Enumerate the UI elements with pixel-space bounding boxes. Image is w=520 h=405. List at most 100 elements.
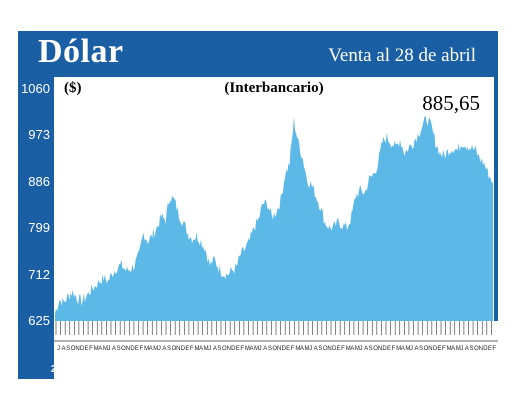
month-letter: S xyxy=(117,346,121,352)
month-letter: N xyxy=(479,346,483,352)
month-letter: F xyxy=(89,346,93,352)
month-letter: M xyxy=(245,346,250,352)
month-letter: M xyxy=(103,346,108,352)
month-letter: M xyxy=(346,346,351,352)
month-letter: F xyxy=(291,346,295,352)
month-letter: E xyxy=(437,346,441,352)
month-letter: N xyxy=(327,346,331,352)
month-letter: N xyxy=(75,346,79,352)
month-letter: A xyxy=(415,346,419,352)
month-letter: S xyxy=(217,346,221,352)
month-letter: O xyxy=(71,346,76,352)
y-tick-label: 973 xyxy=(28,127,50,143)
month-letter: N xyxy=(176,346,180,352)
month-letter: J xyxy=(107,346,110,352)
month-letter: J xyxy=(158,346,161,352)
month-letter: S xyxy=(318,346,322,352)
series-area xyxy=(55,115,493,322)
month-letter: J xyxy=(208,346,211,352)
month-letter: F xyxy=(240,346,244,352)
chart-svg xyxy=(55,115,493,322)
month-letter: O xyxy=(424,346,429,352)
month-letter: F xyxy=(492,346,496,352)
month-letter: A xyxy=(98,346,102,352)
series-label: (Interbancario) xyxy=(224,80,324,96)
month-letter: A xyxy=(250,346,254,352)
month-letter: M xyxy=(447,346,452,352)
y-axis: 1060 973 886 799 712 625 xyxy=(18,77,54,337)
month-letter: A xyxy=(364,346,368,352)
chart-title: Dólar xyxy=(38,33,124,70)
chart-subtitle: Venta al 28 de abril xyxy=(328,45,476,66)
month-letter: M xyxy=(204,346,209,352)
month-letter: A xyxy=(162,346,166,352)
header-bar: Dólar Venta al 28 de abril xyxy=(18,31,498,77)
year-label: 2020 xyxy=(155,364,179,375)
month-letter: O xyxy=(121,346,126,352)
month-letter: J xyxy=(410,346,413,352)
unit-label: ($) xyxy=(64,80,82,96)
month-letter: E xyxy=(286,346,290,352)
month-letter: A xyxy=(263,346,267,352)
month-letter: O xyxy=(323,346,328,352)
month-letter: A xyxy=(465,346,469,352)
year-label: 2024 xyxy=(365,364,389,375)
y-tick-label: 712 xyxy=(28,266,50,282)
month-letter: E xyxy=(387,346,391,352)
month-letter: S xyxy=(167,346,171,352)
month-letter: M xyxy=(153,346,158,352)
month-letter: N xyxy=(378,346,382,352)
year-label: 2021 xyxy=(208,364,231,375)
month-letter: J xyxy=(460,346,463,352)
month-letter: M xyxy=(144,346,149,352)
year-label: 2018 xyxy=(50,364,74,375)
month-letter: F xyxy=(341,346,345,352)
month-letter: A xyxy=(149,346,153,352)
last-value-label: 885,65 xyxy=(422,91,480,115)
year-label: 2025 xyxy=(418,364,441,375)
month-letter: A xyxy=(213,346,217,352)
month-letter: D xyxy=(80,346,85,352)
month-letter: D xyxy=(231,346,236,352)
month-letter: M xyxy=(195,346,200,352)
month-letter: E xyxy=(85,346,89,352)
month-letter: O xyxy=(373,346,378,352)
month-letter: D xyxy=(130,346,135,352)
month-letter: S xyxy=(66,346,70,352)
month-letter: O xyxy=(222,346,227,352)
month-letter: D xyxy=(433,346,438,352)
month-letter: N xyxy=(227,346,231,352)
month-letter: A xyxy=(300,346,304,352)
month-letter: M xyxy=(295,346,300,352)
month-letter: E xyxy=(236,346,240,352)
month-letter: S xyxy=(268,346,272,352)
month-letter: D xyxy=(483,346,488,352)
month-letter: M xyxy=(405,346,410,352)
month-letter: M xyxy=(456,346,461,352)
month-letter: E xyxy=(337,346,341,352)
month-letter: A xyxy=(401,346,405,352)
plot-area: ($) (Interbancario) 885,65 xyxy=(54,77,494,339)
month-letter: N xyxy=(277,346,281,352)
month-letter: J xyxy=(309,346,312,352)
y-tick-label: 886 xyxy=(28,173,50,189)
year-label: '26 xyxy=(479,364,493,375)
chart-frame: Dólar Venta al 28 de abril 1060 973 886 799… xyxy=(18,31,498,379)
year-labels: 2018 2019 2020 2021 2022 2023 2024 2025 '26 xyxy=(50,363,498,379)
month-letter: E xyxy=(185,346,189,352)
y-tick-label: 1060 xyxy=(21,81,50,96)
month-letter: A xyxy=(451,346,455,352)
month-letter: M xyxy=(94,346,99,352)
month-letter: A xyxy=(112,346,116,352)
month-letter: F xyxy=(392,346,396,352)
y-tick-label: 799 xyxy=(28,220,50,236)
month-letter: M xyxy=(396,346,401,352)
month-letter: F xyxy=(442,346,446,352)
month-letter: E xyxy=(135,346,139,352)
month-letter: S xyxy=(369,346,373,352)
month-letter: F xyxy=(140,346,144,352)
month-letter: D xyxy=(382,346,387,352)
month-letter: O xyxy=(272,346,277,352)
